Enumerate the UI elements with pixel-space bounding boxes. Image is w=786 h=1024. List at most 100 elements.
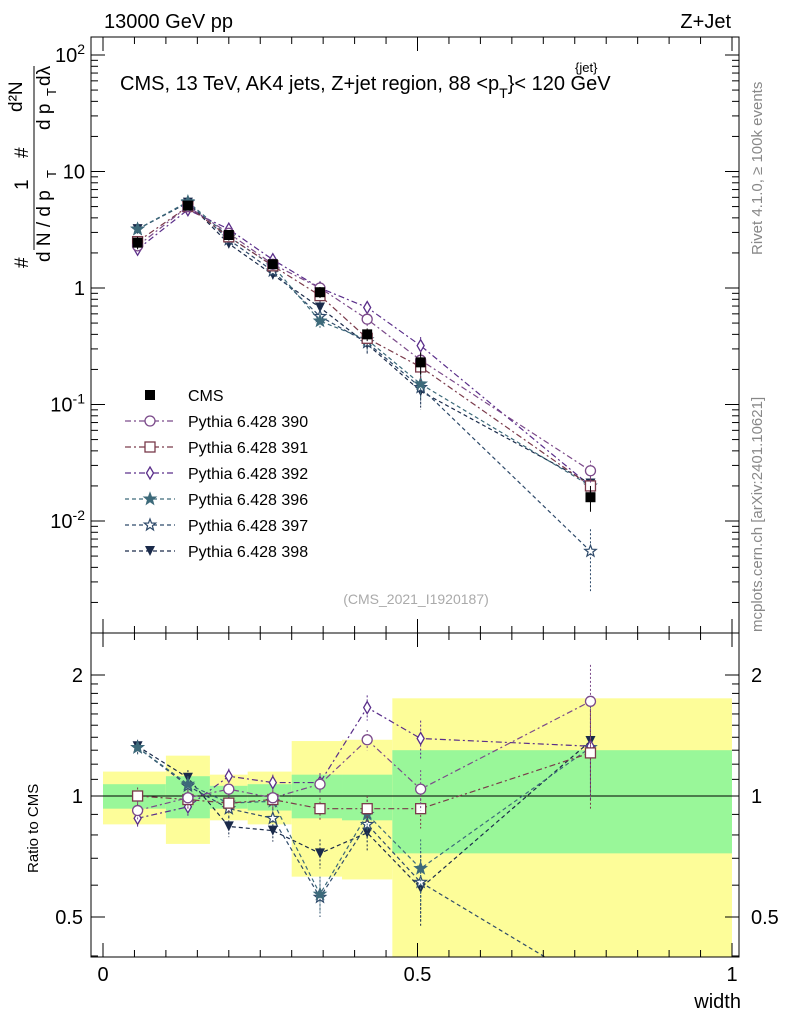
ratio-y-tick-label: 0.5	[55, 907, 83, 929]
ratio-data-point	[268, 775, 278, 790]
data-point	[223, 230, 234, 241]
data-point	[585, 492, 596, 503]
legend-marker	[142, 491, 158, 506]
data-point	[416, 338, 425, 353]
y-label-T1: T	[44, 170, 59, 178]
analysis-id: (CMS_2021_I1920187)	[343, 591, 489, 607]
data-point	[362, 329, 373, 340]
y-label-denominator: d N / d p	[34, 190, 55, 262]
ratio-data-point	[267, 792, 279, 804]
series-line	[137, 208, 591, 487]
title-sub: T	[499, 85, 508, 101]
y-label-dp: d p	[34, 104, 55, 130]
y-label-hash-2: #	[12, 147, 33, 158]
legend-label: Pythia 6.428 396	[188, 492, 308, 509]
legend-label: CMS	[188, 388, 224, 405]
title-tail: }< 120 GeV	[508, 73, 612, 95]
title-sup: {jet}	[575, 60, 598, 75]
x-tick-label: 1	[726, 964, 737, 986]
ratio-data-point	[413, 860, 429, 875]
series-line	[137, 201, 591, 487]
legend-label: Pythia 6.428 391	[188, 440, 308, 457]
main-y-tick-label: 10-2	[50, 507, 85, 533]
legend-entry: CMS	[145, 388, 224, 405]
legend-entry: Pythia 6.428 390	[125, 414, 308, 431]
main-plot-panel: 10-2 10-1 1 10 102 CMS, 13 TeV, AK4 jets, Z+…	[50, 36, 740, 634]
ratio-data-point	[223, 783, 235, 795]
ratio-y-tick-label-right: 1	[751, 786, 762, 808]
ratio-series-pythia-6-428-390	[131, 664, 597, 821]
ratio-data-point	[314, 778, 326, 790]
ratio-data-point	[265, 810, 281, 825]
legend-label: Pythia 6.428 392	[188, 466, 308, 483]
ratio-series-line	[137, 747, 591, 896]
ratio-y-tick-label: 1	[72, 786, 83, 808]
x-tick-label: 0.5	[404, 964, 432, 986]
rivet-label: Rivet 4.1.0, ≥ 100k events	[749, 82, 766, 255]
legend-entry: Pythia 6.428 391	[125, 440, 308, 457]
ratio-data-point	[131, 790, 144, 802]
series-cms	[132, 200, 596, 512]
ratio-series-line	[137, 700, 591, 812]
data-point	[415, 357, 426, 368]
main-plot-title: CMS, 13 TeV, AK4 jets, Z+jet region, 88 …	[120, 73, 611, 101]
legend-entry: Pythia 6.428 392	[125, 465, 308, 483]
main-y-tick-label: 10	[63, 162, 85, 184]
y-label-hash: #	[12, 257, 33, 268]
ratio-data-point	[362, 700, 372, 715]
title-main: CMS, 13 TeV, AK4 jets, Z+jet region, 88 …	[120, 73, 499, 95]
data-point	[315, 287, 326, 298]
legend-label: Pythia 6.428 397	[188, 518, 308, 535]
ratio-data-point	[223, 821, 234, 832]
legend-marker	[145, 390, 155, 400]
ratio-data-point	[131, 804, 144, 817]
legend-entry: Pythia 6.428 398	[125, 544, 308, 561]
series-line	[137, 205, 591, 472]
ratio-plot-frame	[90, 632, 740, 958]
data-point	[413, 376, 429, 391]
ratio-y-tick-label-right: 2	[751, 665, 762, 687]
ratio-data-point	[416, 731, 425, 746]
ratio-y-label: Ratio to CMS	[25, 784, 42, 873]
legend-marker	[145, 546, 155, 556]
legend-marker	[145, 465, 155, 481]
legend-marker	[144, 415, 156, 427]
data-point	[584, 465, 597, 477]
ratio-data-point	[414, 783, 427, 795]
ratio-data-point	[584, 695, 597, 707]
x-tick-label: 0	[97, 964, 108, 986]
series-line	[137, 205, 591, 487]
ratio-data-point	[312, 886, 328, 901]
main-y-tick-label: 10-1	[50, 391, 85, 417]
ratio-data-point	[223, 797, 235, 809]
ratio-data-point	[130, 739, 145, 754]
ratio-data-point	[314, 803, 326, 815]
data-point	[130, 221, 145, 236]
data-point	[362, 300, 372, 315]
mcplots-label: mcplots.cern.ch [arXiv:2401.10621]	[749, 397, 766, 632]
ratio-series-line	[137, 747, 546, 958]
ratio-series-line	[137, 752, 591, 810]
ratio-plot-panel: 0.5 0.5 1 1 2 2 0 0.5 1	[55, 632, 779, 986]
ratio-y-tick-label: 2	[72, 665, 83, 687]
legend-entry: Pythia 6.428 397	[125, 517, 308, 535]
ratio-data-point	[315, 848, 326, 859]
data-point	[583, 543, 598, 558]
ratio-data-point	[414, 803, 427, 815]
main-y-tick-label: 1	[74, 278, 85, 300]
ratio-data-point	[584, 747, 597, 759]
x-axis-label: width	[693, 991, 741, 1013]
data-point	[267, 259, 278, 270]
legend-marker	[144, 441, 156, 453]
process-label: Z+Jet	[680, 11, 731, 33]
ratio-data-point	[361, 734, 373, 746]
data-point	[312, 313, 328, 328]
ratio-data-point	[182, 792, 194, 804]
legend-label: Pythia 6.428 398	[188, 544, 308, 561]
legend-marker	[142, 517, 158, 532]
y-label-dlambda: dλ	[34, 65, 55, 86]
legend-entry: Pythia 6.428 396	[125, 491, 308, 509]
main-y-tick-label: 102	[55, 41, 85, 67]
legend-label: Pythia 6.428 390	[188, 414, 308, 431]
